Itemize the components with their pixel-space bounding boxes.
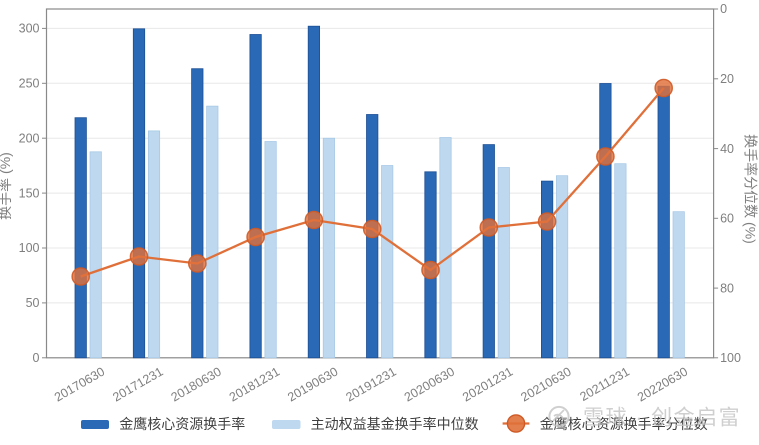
svg-text:200: 200 bbox=[19, 131, 40, 145]
svg-text:换手率分位数 (%): 换手率分位数 (%) bbox=[743, 134, 759, 244]
svg-text:0: 0 bbox=[720, 2, 727, 16]
svg-text:80: 80 bbox=[720, 281, 734, 295]
svg-text:100: 100 bbox=[19, 241, 40, 255]
svg-text:金鹰核心资源换手率: 金鹰核心资源换手率 bbox=[119, 416, 245, 432]
svg-text:金鹰核心资源换手率分位数: 金鹰核心资源换手率分位数 bbox=[540, 416, 708, 432]
svg-text:300: 300 bbox=[19, 22, 40, 36]
svg-text:250: 250 bbox=[19, 77, 40, 91]
svg-text:主动权益基金换手率中位数: 主动权益基金换手率中位数 bbox=[311, 416, 479, 432]
svg-text:20: 20 bbox=[720, 72, 734, 86]
svg-text:40: 40 bbox=[720, 142, 734, 156]
svg-text:50: 50 bbox=[26, 296, 40, 310]
svg-text:60: 60 bbox=[720, 212, 734, 226]
svg-text:150: 150 bbox=[19, 186, 40, 200]
svg-text:换手率 (%): 换手率 (%) bbox=[0, 152, 13, 220]
svg-text:100: 100 bbox=[720, 351, 741, 365]
svg-text:雪球 · 创金启富: 雪球 · 创金启富 bbox=[583, 407, 741, 430]
svg-text:0: 0 bbox=[33, 351, 40, 365]
